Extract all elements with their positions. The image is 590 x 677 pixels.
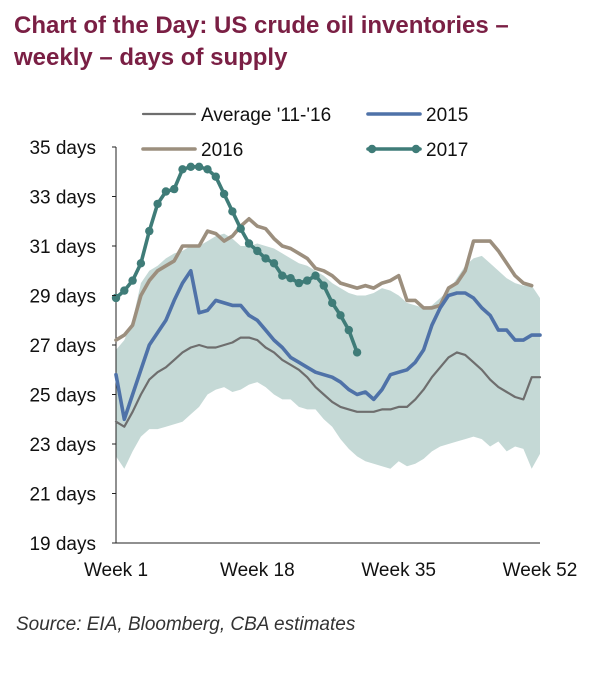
x-tick-label: Week 1 bbox=[84, 560, 148, 581]
data-point-2017 bbox=[311, 271, 320, 280]
line-chart: 19 days 21 days 23 days 25 days 27 days 29 da… bbox=[29, 105, 577, 581]
data-point-2017 bbox=[136, 259, 146, 268]
data-point-2017 bbox=[352, 348, 362, 357]
data-point-2017 bbox=[278, 271, 287, 280]
data-point-2017 bbox=[269, 259, 279, 268]
data-point-2017 bbox=[170, 184, 179, 194]
series-line-2015 bbox=[114, 268, 542, 422]
data-point-2017 bbox=[203, 165, 212, 174]
legend-marker-2017 bbox=[411, 144, 421, 154]
y-tick-label: 35 days bbox=[29, 138, 96, 159]
series-line-average bbox=[114, 336, 542, 428]
y-tick-label: 25 days bbox=[29, 386, 96, 407]
legend-label-2015: 2015 bbox=[426, 105, 468, 126]
range-band-area bbox=[116, 233, 540, 469]
y-tick-label: 27 days bbox=[29, 336, 96, 357]
range-band bbox=[116, 233, 540, 469]
data-point-2017 bbox=[303, 276, 312, 285]
legend-label-2017: 2017 bbox=[426, 140, 468, 161]
y-tick-label: 21 days bbox=[29, 485, 96, 506]
data-point-2017 bbox=[194, 162, 204, 171]
data-point-2017 bbox=[261, 254, 270, 263]
data-point-2017 bbox=[161, 187, 171, 196]
data-point-2017 bbox=[344, 325, 353, 335]
chart-title: Chart of the Day: US crude oil inventori… bbox=[14, 12, 509, 71]
data-point-2017 bbox=[319, 281, 328, 290]
data-point-2017 bbox=[228, 207, 237, 216]
data-point-2017 bbox=[128, 276, 137, 285]
data-point-2017 bbox=[286, 274, 295, 283]
data-point-2017 bbox=[211, 172, 220, 181]
x-tick-label: Week 18 bbox=[220, 560, 295, 581]
data-point-2017 bbox=[186, 162, 195, 171]
data-point-2017 bbox=[120, 286, 129, 295]
legend-label-average: Average '11-'16 bbox=[201, 105, 331, 126]
y-tick-label: 31 days bbox=[29, 237, 96, 258]
legend-label-2016: 2016 bbox=[201, 140, 243, 161]
x-tick-label: Week 35 bbox=[361, 560, 436, 581]
data-point-2017 bbox=[145, 226, 154, 236]
data-point-2017 bbox=[244, 239, 254, 248]
data-point-2017 bbox=[153, 199, 162, 209]
data-point-2017 bbox=[253, 246, 262, 256]
legend: Average '11-'16 2015 2016 2017 bbox=[141, 105, 468, 161]
x-tick-label: Week 52 bbox=[503, 560, 578, 581]
data-point-2017 bbox=[336, 311, 345, 320]
tick-labels: 19 days 21 days 23 days 25 days 27 days 29 da… bbox=[29, 138, 577, 581]
data-point-2017 bbox=[178, 165, 187, 174]
data-point-2017 bbox=[294, 278, 304, 288]
y-tick-label: 29 days bbox=[29, 287, 96, 308]
series-line-2016 bbox=[114, 217, 534, 342]
legend-marker-2017 bbox=[367, 144, 377, 154]
y-tick-label: 23 days bbox=[29, 435, 96, 456]
y-tick-label: 33 days bbox=[29, 188, 96, 209]
data-point-2017 bbox=[328, 298, 337, 308]
data-point-2017 bbox=[219, 189, 229, 199]
y-tick-label: 19 days bbox=[29, 534, 96, 555]
data-point-2017 bbox=[236, 224, 245, 233]
source-note: Source: EIA, Bloomberg, CBA estimates bbox=[16, 614, 356, 635]
